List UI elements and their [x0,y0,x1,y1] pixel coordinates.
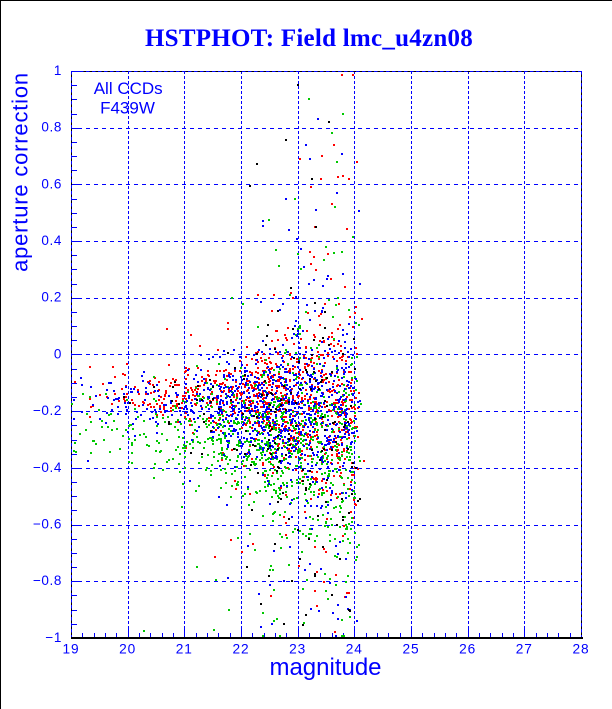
svg-text:27: 27 [516,642,533,657]
svg-text:19: 19 [62,642,79,657]
svg-text:25: 25 [402,642,419,657]
svg-text:−0.6: −0.6 [33,517,62,532]
svg-text:22: 22 [232,642,249,657]
svg-text:−0.8: −0.8 [33,573,62,588]
svg-text:−0.4: −0.4 [33,460,62,475]
svg-text:0.4: 0.4 [41,233,62,248]
svg-text:F439W: F439W [100,98,155,117]
svg-text:0.2: 0.2 [41,290,62,305]
svg-text:26: 26 [459,642,476,657]
svg-text:0.6: 0.6 [41,176,62,191]
svg-text:1: 1 [54,63,62,78]
svg-text:−0.2: −0.2 [33,403,62,418]
svg-text:0: 0 [54,346,62,361]
svg-text:0.8: 0.8 [41,120,62,135]
svg-text:aperture correction: aperture correction [8,72,33,272]
svg-text:21: 21 [176,642,193,657]
svg-text:magnitude: magnitude [269,654,381,681]
svg-text:−1: −1 [45,630,62,645]
svg-text:All CCDs: All CCDs [94,79,163,98]
svg-text:28: 28 [572,642,589,657]
svg-text:23: 23 [289,642,306,657]
svg-text:20: 20 [119,642,136,657]
svg-text:24: 24 [346,642,363,657]
